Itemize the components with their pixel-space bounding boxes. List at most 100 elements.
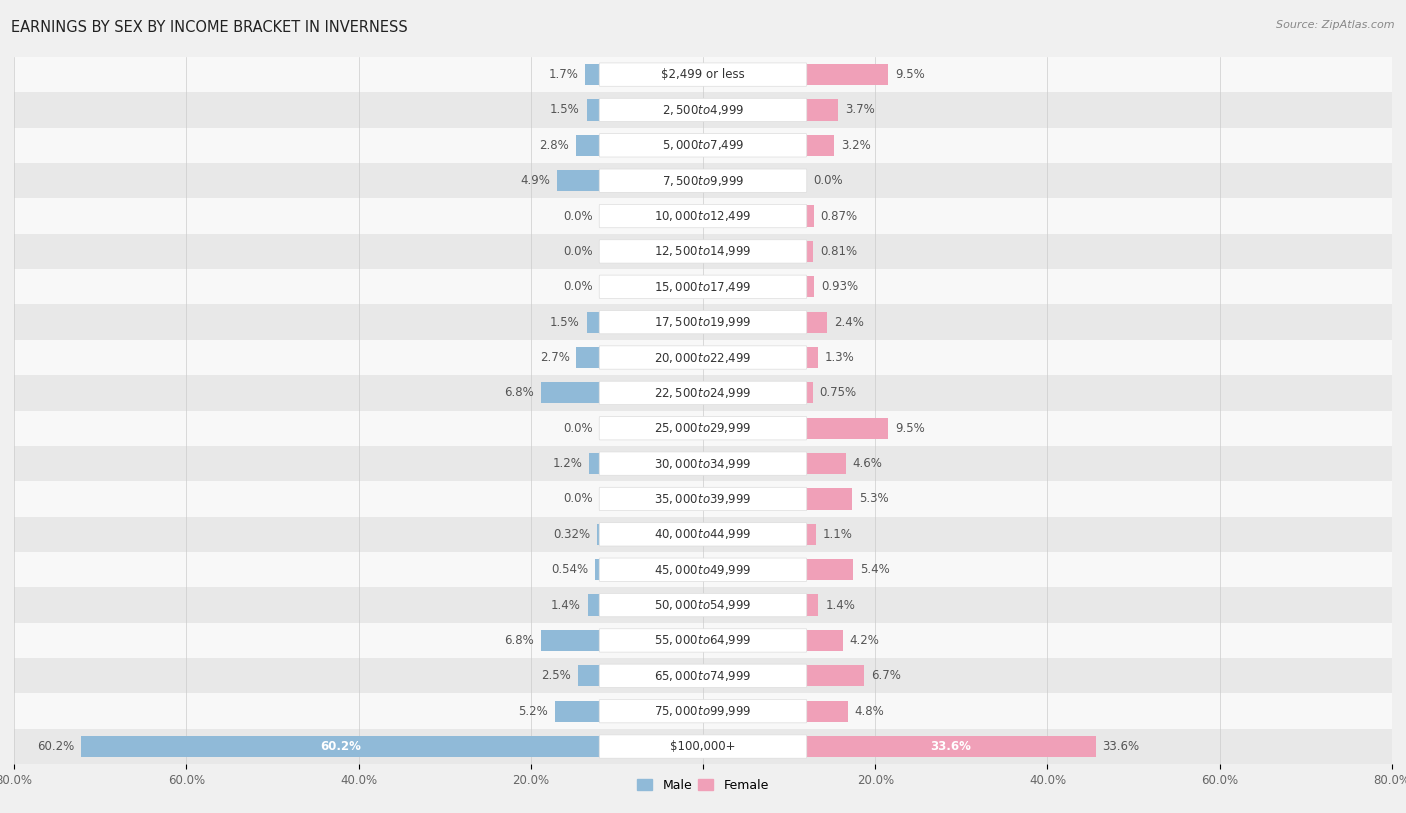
Text: 1.7%: 1.7% [548, 68, 578, 81]
Text: 3.7%: 3.7% [845, 103, 875, 116]
Bar [807, 135, 834, 156]
Text: 1.5%: 1.5% [550, 315, 579, 328]
Text: $10,000 to $12,499: $10,000 to $12,499 [654, 209, 752, 223]
Bar [807, 630, 842, 651]
Text: 5.4%: 5.4% [859, 563, 890, 576]
Text: 33.6%: 33.6% [931, 740, 972, 753]
Bar [585, 64, 599, 85]
Text: 3.2%: 3.2% [841, 139, 870, 152]
Bar [14, 552, 1392, 587]
Bar [807, 524, 815, 545]
Text: 5.3%: 5.3% [859, 493, 889, 506]
Text: $7,500 to $9,999: $7,500 to $9,999 [662, 174, 744, 188]
Text: 33.6%: 33.6% [1102, 740, 1140, 753]
FancyBboxPatch shape [599, 523, 807, 546]
FancyBboxPatch shape [599, 628, 807, 652]
Bar [14, 340, 1392, 375]
Text: $45,000 to $49,999: $45,000 to $49,999 [654, 563, 752, 576]
Text: 6.7%: 6.7% [870, 669, 901, 682]
Bar [807, 206, 814, 227]
Bar [575, 135, 599, 156]
FancyBboxPatch shape [599, 487, 807, 511]
Text: 2.7%: 2.7% [540, 351, 569, 364]
FancyBboxPatch shape [599, 311, 807, 334]
Text: 0.87%: 0.87% [821, 210, 858, 223]
Text: $2,500 to $4,999: $2,500 to $4,999 [662, 103, 744, 117]
Bar [807, 665, 865, 686]
Text: 0.54%: 0.54% [551, 563, 588, 576]
FancyBboxPatch shape [599, 452, 807, 476]
Text: 4.9%: 4.9% [520, 174, 551, 187]
Text: $75,000 to $99,999: $75,000 to $99,999 [654, 704, 752, 718]
Bar [555, 701, 599, 722]
Text: $15,000 to $17,499: $15,000 to $17,499 [654, 280, 752, 293]
Bar [14, 659, 1392, 693]
Legend: Male, Female: Male, Female [633, 774, 773, 797]
Text: 0.0%: 0.0% [564, 280, 593, 293]
Bar [588, 594, 599, 615]
Bar [14, 517, 1392, 552]
FancyBboxPatch shape [599, 593, 807, 617]
Text: 0.75%: 0.75% [820, 386, 856, 399]
Text: 0.0%: 0.0% [564, 210, 593, 223]
Bar [82, 736, 599, 757]
Bar [14, 587, 1392, 623]
Bar [807, 311, 827, 333]
Bar [14, 446, 1392, 481]
Bar [14, 376, 1392, 411]
FancyBboxPatch shape [599, 63, 807, 86]
Bar [14, 481, 1392, 517]
Bar [807, 701, 848, 722]
Bar [807, 559, 853, 580]
Text: 60.2%: 60.2% [321, 740, 361, 753]
Text: 1.4%: 1.4% [551, 598, 581, 611]
Text: $55,000 to $64,999: $55,000 to $64,999 [654, 633, 752, 647]
Bar [807, 276, 814, 298]
Text: 2.5%: 2.5% [541, 669, 571, 682]
Text: 0.81%: 0.81% [820, 245, 858, 258]
Bar [807, 241, 813, 262]
Bar [14, 92, 1392, 128]
Bar [807, 594, 818, 615]
Bar [557, 170, 599, 191]
Text: 4.6%: 4.6% [853, 457, 883, 470]
Bar [14, 269, 1392, 304]
Bar [541, 630, 599, 651]
Bar [541, 382, 599, 403]
Bar [807, 64, 889, 85]
FancyBboxPatch shape [599, 699, 807, 723]
Text: 6.8%: 6.8% [505, 634, 534, 647]
Text: 9.5%: 9.5% [896, 68, 925, 81]
Text: 1.2%: 1.2% [553, 457, 582, 470]
Text: $30,000 to $34,999: $30,000 to $34,999 [654, 457, 752, 471]
FancyBboxPatch shape [599, 133, 807, 157]
Text: 5.2%: 5.2% [519, 705, 548, 718]
Bar [807, 453, 846, 474]
Text: EARNINGS BY SEX BY INCOME BRACKET IN INVERNESS: EARNINGS BY SEX BY INCOME BRACKET IN INV… [11, 20, 408, 35]
Bar [14, 128, 1392, 163]
Bar [807, 99, 838, 120]
Bar [14, 623, 1392, 659]
FancyBboxPatch shape [599, 664, 807, 688]
Text: Source: ZipAtlas.com: Source: ZipAtlas.com [1277, 20, 1395, 30]
Text: $2,499 or less: $2,499 or less [661, 68, 745, 81]
Text: $65,000 to $74,999: $65,000 to $74,999 [654, 669, 752, 683]
Text: 6.8%: 6.8% [505, 386, 534, 399]
Text: 9.5%: 9.5% [896, 422, 925, 435]
Bar [14, 411, 1392, 446]
Text: 1.1%: 1.1% [823, 528, 852, 541]
Text: 2.4%: 2.4% [834, 315, 863, 328]
Text: 2.8%: 2.8% [538, 139, 568, 152]
Text: $50,000 to $54,999: $50,000 to $54,999 [654, 598, 752, 612]
FancyBboxPatch shape [599, 98, 807, 122]
Bar [14, 693, 1392, 729]
Bar [598, 524, 599, 545]
Bar [14, 304, 1392, 340]
Text: $12,500 to $14,999: $12,500 to $14,999 [654, 245, 752, 259]
Bar [578, 665, 599, 686]
Bar [14, 57, 1392, 92]
Bar [14, 729, 1392, 764]
FancyBboxPatch shape [599, 735, 807, 759]
Text: 1.4%: 1.4% [825, 598, 855, 611]
Text: $5,000 to $7,499: $5,000 to $7,499 [662, 138, 744, 152]
